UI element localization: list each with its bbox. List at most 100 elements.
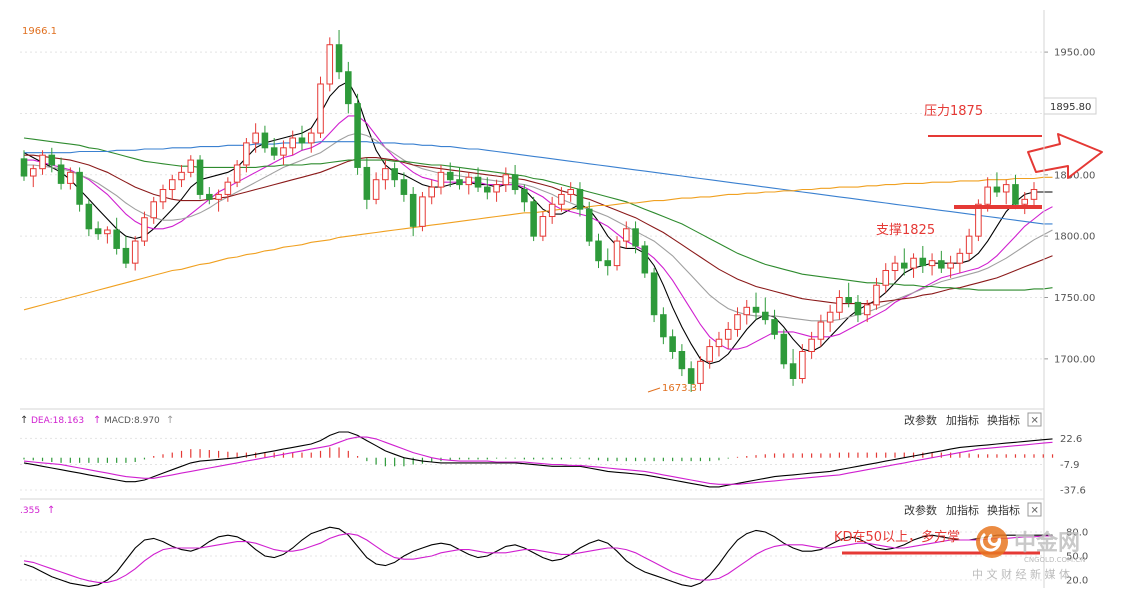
candle <box>419 191 426 232</box>
arrow-right-icon <box>1027 133 1103 179</box>
close-button[interactable]: ✕ <box>1027 412 1042 427</box>
candle-body <box>900 262 908 269</box>
macd-indicator-legend: ↑ DEA:18.163 ↑ MACD:8.970 ↑ <box>20 415 174 426</box>
candle-body <box>252 132 259 144</box>
candle <box>558 187 565 212</box>
candle-body <box>122 247 130 264</box>
candle <box>789 349 797 386</box>
up-arrow-icon: ↑ <box>93 415 101 426</box>
candle <box>131 236 139 271</box>
price-tick-label: 1750.00 <box>1054 293 1095 304</box>
support-annotation: 支撑1825 <box>876 205 1042 238</box>
candle <box>771 309 778 340</box>
candle-body <box>493 184 500 193</box>
moving-average-line-5 <box>24 141 1053 225</box>
candle <box>1021 191 1029 215</box>
candle <box>307 128 315 153</box>
swap-indicator-button[interactable]: 换指标 <box>987 503 1020 517</box>
candle-body <box>993 186 1001 193</box>
candle <box>900 248 908 276</box>
candle <box>521 184 528 212</box>
candle <box>845 282 852 308</box>
candle-body <box>910 257 917 269</box>
candle-body <box>456 179 463 186</box>
candle <box>39 150 46 175</box>
candle-body <box>474 176 482 188</box>
candle <box>465 172 473 195</box>
candle-body <box>697 360 704 384</box>
close-button[interactable]: ✕ <box>1027 502 1042 517</box>
candle-body <box>558 193 565 205</box>
candle-body <box>502 174 510 186</box>
candle <box>548 196 556 224</box>
candle <box>956 248 964 273</box>
candle <box>910 253 917 278</box>
macd-histogram <box>23 447 1054 467</box>
candle-body <box>206 193 213 200</box>
candle <box>1012 174 1019 210</box>
kd-k-line <box>23 526 1053 587</box>
close-icon: ✕ <box>1031 506 1039 517</box>
candle-body <box>687 368 695 384</box>
kd-tick-label: 50.0 <box>1066 552 1088 563</box>
kd-grid <box>20 531 1044 581</box>
candle-body <box>270 147 278 156</box>
candle <box>706 339 713 369</box>
candle-body <box>150 201 158 219</box>
change-params-button[interactable]: 改参数 <box>904 413 937 427</box>
candle-body <box>641 245 649 274</box>
candle-body <box>604 260 612 267</box>
candle <box>326 37 334 92</box>
candle <box>141 211 148 246</box>
macd-lines <box>23 431 1053 488</box>
candle <box>780 329 788 369</box>
candle-body <box>307 132 315 144</box>
candle <box>48 147 56 173</box>
candle-body <box>372 179 380 200</box>
candle <box>474 167 482 192</box>
candle <box>697 356 704 391</box>
candle <box>57 157 65 190</box>
candle-body <box>548 203 556 218</box>
candle <box>873 277 880 310</box>
moving-average-line-6 <box>23 176 1053 311</box>
candle-body <box>335 44 343 73</box>
candle <box>687 361 695 392</box>
candle-body <box>975 203 982 237</box>
candle <box>400 172 408 202</box>
candle <box>511 164 519 195</box>
candle <box>817 314 825 347</box>
moving-average-lines <box>23 80 1053 365</box>
candle-body <box>576 189 584 210</box>
up-arrow-icon: ↑ <box>47 505 55 516</box>
candle <box>762 297 769 325</box>
candle <box>224 177 232 202</box>
candle <box>576 182 584 217</box>
candle-body <box>706 346 713 362</box>
candle <box>67 167 74 190</box>
candle-body <box>326 44 334 85</box>
candle <box>335 30 343 80</box>
support-label: 支撑1825 <box>876 223 935 238</box>
resistance-annotation: 压力1875 <box>924 104 1042 137</box>
candle-body <box>854 301 862 316</box>
candle <box>799 344 806 384</box>
candle <box>965 228 973 261</box>
candle-body <box>595 240 602 262</box>
candle <box>85 199 93 237</box>
candle-body <box>873 284 880 306</box>
candle <box>613 236 621 271</box>
swap-indicator-button[interactable]: 换指标 <box>987 413 1020 427</box>
kd-lines <box>23 526 1053 587</box>
candle-body <box>76 171 83 205</box>
candle-body <box>382 168 389 181</box>
add-indicator-button[interactable]: 加指标 <box>946 503 979 517</box>
candle <box>428 179 435 205</box>
change-params-button[interactable]: 改参数 <box>904 503 937 517</box>
macd-dea-line <box>23 436 1053 485</box>
candle <box>298 125 306 151</box>
add-indicator-button[interactable]: 加指标 <box>946 413 979 427</box>
candle <box>20 150 28 181</box>
candle <box>650 268 658 323</box>
